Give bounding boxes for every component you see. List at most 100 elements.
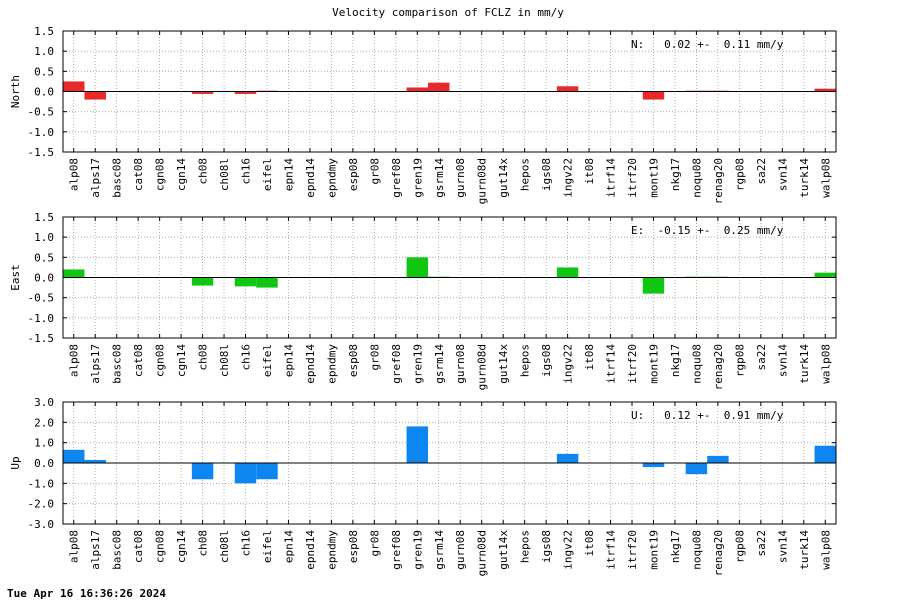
x-tick-label: it08 bbox=[583, 530, 596, 557]
x-tick-label: gsrm14 bbox=[433, 158, 446, 198]
x-tick-label: hepos bbox=[519, 530, 532, 563]
x-tick-label: cat08 bbox=[132, 530, 145, 563]
y-tick-label: 1.5 bbox=[34, 211, 54, 224]
x-tick-label: cat08 bbox=[132, 158, 145, 191]
x-tick-label: it08 bbox=[583, 158, 596, 185]
bar-gren19 bbox=[406, 257, 429, 278]
x-tick-label: eifel bbox=[261, 530, 274, 563]
x-tick-label: epnd14 bbox=[304, 158, 317, 198]
y-tick-label: 3.0 bbox=[34, 396, 54, 409]
x-tick-label: basc08 bbox=[111, 344, 124, 384]
x-tick-label: epn14 bbox=[283, 158, 296, 191]
x-tick-label: alps17 bbox=[89, 158, 102, 198]
stat-label: U: 0.12 +- 0.91 mm/y bbox=[631, 409, 784, 422]
bar-alps17 bbox=[84, 91, 106, 100]
bar-walp08 bbox=[814, 88, 836, 92]
x-tick-label: basc08 bbox=[111, 530, 124, 570]
x-tick-label: renag20 bbox=[712, 344, 725, 390]
plot-frame bbox=[62, 401, 837, 525]
x-tick-label: turk14 bbox=[798, 530, 811, 570]
x-tick-label: walp08 bbox=[819, 158, 832, 198]
x-tick-label: renag20 bbox=[712, 158, 725, 204]
chart-panels: 1.5 1.0 0.5 0.0 -0.5 -1.0 -1.5 N: 0.02 +- 0.11 … bbox=[9, 25, 837, 576]
x-tick-label: ch08l bbox=[218, 344, 231, 377]
x-tick-label: it08 bbox=[583, 344, 596, 371]
x-tick-label: ch16 bbox=[240, 344, 253, 371]
bar-gren19 bbox=[406, 87, 429, 92]
y-tick-label: -3.0 bbox=[28, 518, 55, 531]
bar-gren19 bbox=[406, 426, 429, 463]
x-tick-label: epnd14 bbox=[304, 344, 317, 384]
bar-alp08 bbox=[63, 269, 85, 278]
x-tick-label: alps17 bbox=[89, 344, 102, 384]
bar-eifel bbox=[256, 463, 278, 480]
x-tick-label: epnd14 bbox=[304, 530, 317, 570]
x-tick-label: gut14x bbox=[497, 158, 510, 198]
panel-up: 3.0 2.0 1.0 0.0 -1.0 -2.0 -3.0 U: 0.12 +- 0.91 … bbox=[9, 396, 837, 576]
x-tick-label: sa22 bbox=[755, 158, 768, 185]
x-tick-label: igs08 bbox=[540, 530, 553, 563]
x-tick-label: rgp08 bbox=[733, 158, 746, 191]
y-tick-label: -1.5 bbox=[28, 146, 55, 159]
bar-renag20 bbox=[707, 455, 729, 463]
x-tick-label: cgn14 bbox=[175, 530, 188, 563]
x-tick-label: gren19 bbox=[411, 158, 424, 198]
x-tick-label: rgp08 bbox=[733, 530, 746, 563]
x-tick-label: svn14 bbox=[776, 530, 789, 563]
y-tick-label: -0.5 bbox=[28, 106, 55, 119]
x-tick-label: mont19 bbox=[648, 344, 661, 384]
y-axis-label: North bbox=[9, 75, 22, 108]
x-tick-label: svn14 bbox=[776, 344, 789, 377]
x-tick-label: itrf20 bbox=[626, 158, 639, 198]
y-tick-label: 0.5 bbox=[34, 65, 54, 78]
bar-alp08 bbox=[63, 449, 85, 463]
x-tick-label: alp08 bbox=[68, 158, 81, 191]
y-tick-label: 2.0 bbox=[34, 416, 54, 429]
y-axis-label: East bbox=[9, 264, 22, 291]
x-tick-label: mont19 bbox=[648, 158, 661, 198]
bar-ingv22 bbox=[556, 86, 579, 92]
y-tick-label: 1.0 bbox=[34, 231, 54, 244]
x-tick-label: turk14 bbox=[798, 344, 811, 384]
x-tick-label: eifel bbox=[261, 158, 274, 191]
x-tick-label: gurn08 bbox=[454, 530, 467, 570]
x-tick-label: esp08 bbox=[347, 530, 360, 563]
y-tick-label: -1.0 bbox=[28, 126, 55, 139]
x-tick-label: igs08 bbox=[540, 344, 553, 377]
x-tick-label: gref08 bbox=[390, 530, 403, 570]
x-tick-label: gren19 bbox=[411, 344, 424, 384]
x-tick-label: cgn08 bbox=[154, 158, 167, 191]
x-tick-label: rgp08 bbox=[733, 344, 746, 377]
x-tick-label: sa22 bbox=[755, 530, 768, 557]
x-tick-label: ingv22 bbox=[562, 530, 575, 570]
stat-label: N: 0.02 +- 0.11 mm/y bbox=[631, 38, 784, 51]
x-tick-label: gren19 bbox=[411, 530, 424, 570]
x-tick-label: nkg17 bbox=[669, 344, 682, 377]
x-tick-label: ch08l bbox=[218, 158, 231, 191]
x-tick-label: itrf20 bbox=[626, 344, 639, 384]
x-tick-label: hepos bbox=[519, 344, 532, 377]
x-tick-label: hepos bbox=[519, 158, 532, 191]
x-tick-label: ch08 bbox=[197, 344, 210, 371]
x-tick-label: nkg17 bbox=[669, 158, 682, 191]
x-tick-label: mont19 bbox=[648, 530, 661, 570]
x-tick-label: gref08 bbox=[390, 344, 403, 384]
bar-ingv22 bbox=[556, 453, 579, 463]
x-tick-label: ch08l bbox=[218, 530, 231, 563]
x-tick-label: esp08 bbox=[347, 344, 360, 377]
bar-ingv22 bbox=[556, 267, 579, 278]
x-tick-label: alps17 bbox=[89, 530, 102, 570]
x-tick-label: noqu08 bbox=[690, 158, 703, 198]
y-tick-label: 0.5 bbox=[34, 251, 54, 264]
y-tick-label: 1.5 bbox=[34, 25, 54, 38]
bar-walp08 bbox=[814, 272, 836, 278]
x-tick-label: svn14 bbox=[776, 158, 789, 191]
x-tick-label: nkg17 bbox=[669, 530, 682, 563]
x-tick-label: gurn08 bbox=[454, 344, 467, 384]
bar-alps17 bbox=[84, 459, 106, 463]
x-tick-label: basc08 bbox=[111, 158, 124, 198]
x-tick-label: gut14x bbox=[497, 344, 510, 384]
x-tick-label: walp08 bbox=[819, 530, 832, 570]
stat-label: E: -0.15 +- 0.25 mm/y bbox=[631, 224, 784, 237]
x-tick-label: gsrm14 bbox=[433, 530, 446, 570]
